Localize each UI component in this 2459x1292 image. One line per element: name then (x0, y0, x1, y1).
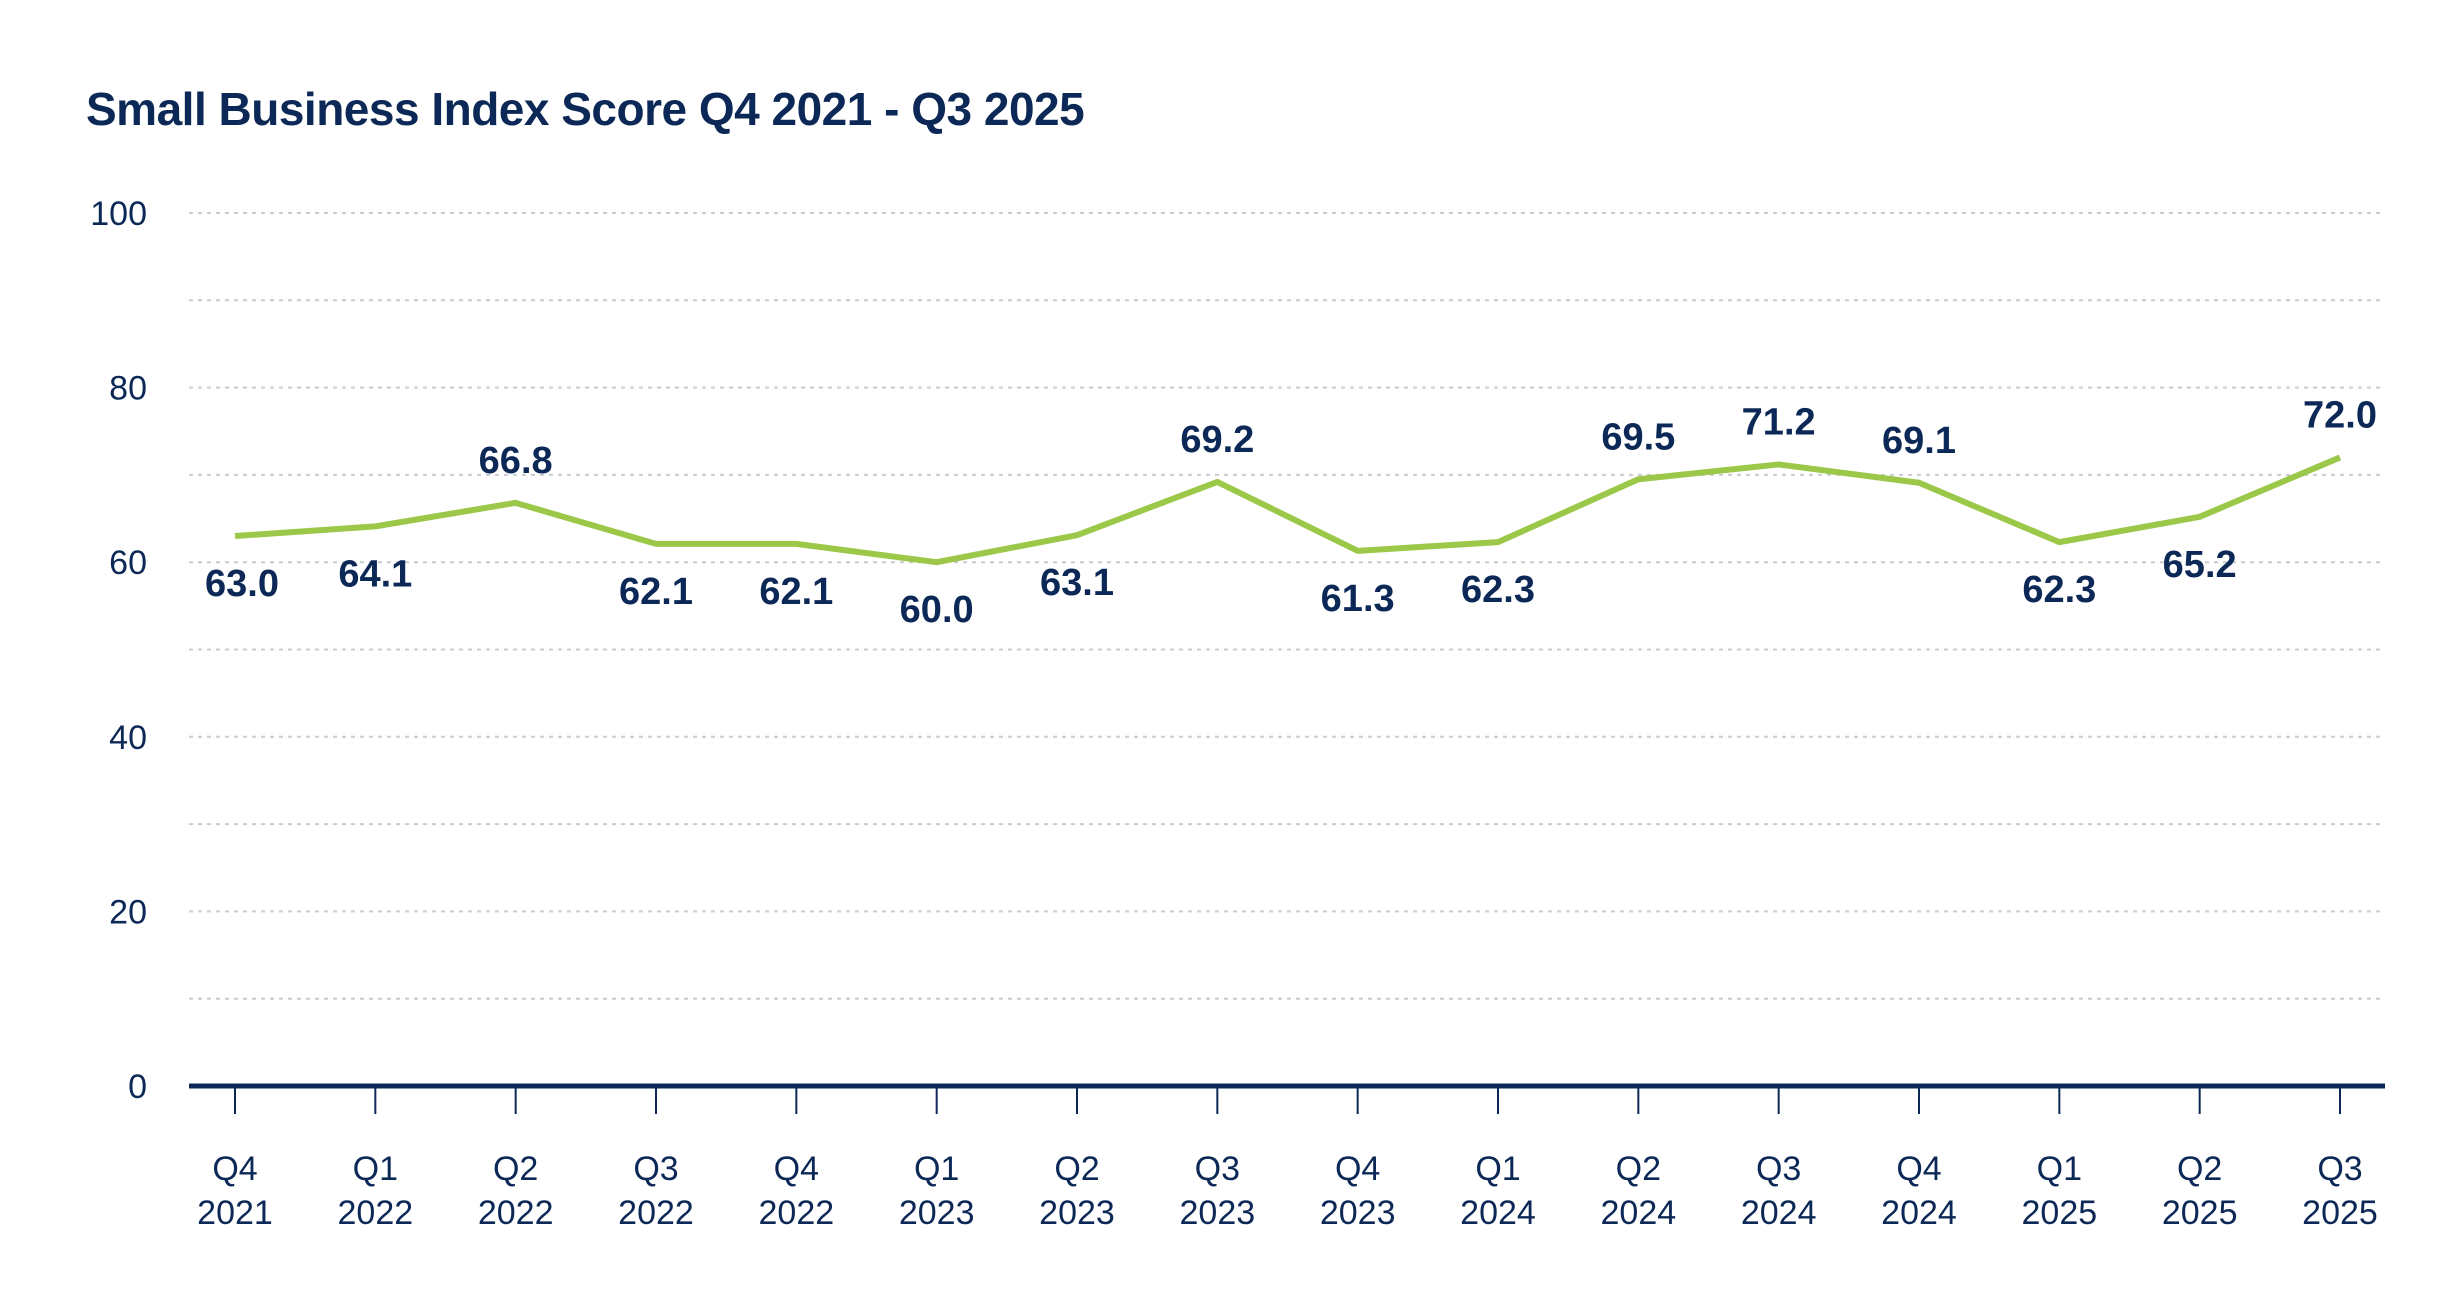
data-label: 63.0 (205, 563, 279, 605)
y-tick-label: 100 (90, 195, 147, 233)
x-tick-year: 2025 (2022, 1194, 2098, 1232)
x-tick-quarter: Q4 (212, 1150, 257, 1188)
x-tick-quarter: Q2 (1054, 1150, 1099, 1188)
data-label: 60.0 (900, 589, 974, 631)
data-label: 72.0 (2303, 394, 2377, 436)
series-line (234, 454, 2342, 566)
data-label: 63.1 (1040, 562, 1114, 604)
y-tick-label: 60 (109, 544, 147, 582)
data-label: 61.3 (1321, 578, 1395, 620)
x-tick-year: 2023 (1039, 1194, 1115, 1232)
x-tick-year: 2021 (197, 1194, 273, 1232)
x-tick-year: 2023 (1320, 1194, 1396, 1232)
data-label: 65.2 (2163, 544, 2237, 586)
y-tick-label: 0 (128, 1068, 147, 1106)
data-label: 62.1 (619, 571, 693, 613)
y-tick-label: 20 (109, 893, 147, 931)
x-tick-year: 2024 (1741, 1194, 1817, 1232)
x-tick-year: 2024 (1601, 1194, 1677, 1232)
x-tick-quarter: Q3 (1195, 1150, 1240, 1188)
x-tick-year: 2023 (899, 1194, 975, 1232)
x-tick-quarter: Q3 (633, 1150, 678, 1188)
x-tick-year: 2022 (759, 1194, 835, 1232)
x-tick-quarter: Q1 (914, 1150, 959, 1188)
x-tick-year: 2024 (1460, 1194, 1536, 1232)
x-tick-quarter: Q4 (1335, 1150, 1380, 1188)
data-label: 62.3 (2022, 569, 2096, 611)
x-tick-quarter: Q2 (493, 1150, 538, 1188)
data-label: 69.2 (1180, 419, 1254, 461)
x-tick-quarter: Q4 (1896, 1150, 1941, 1188)
x-tick-quarter: Q1 (1475, 1150, 1520, 1188)
x-tick-quarter: Q4 (774, 1150, 819, 1188)
data-label: 66.8 (479, 440, 553, 482)
x-tick-year: 2025 (2302, 1194, 2378, 1232)
x-tick-quarter: Q1 (2037, 1150, 2082, 1188)
data-label: 69.1 (1882, 420, 1956, 462)
y-tick-label: 40 (109, 719, 147, 757)
data-label: 62.1 (759, 571, 833, 613)
data-label: 64.1 (338, 553, 412, 595)
x-tick-year: 2023 (1180, 1194, 1256, 1232)
x-tick-year: 2022 (618, 1194, 694, 1232)
x-tick-year: 2025 (2162, 1194, 2238, 1232)
x-tick-year: 2024 (1881, 1194, 1957, 1232)
data-label: 69.5 (1601, 416, 1675, 458)
x-tick-quarter: Q1 (353, 1150, 398, 1188)
chart-title: Small Business Index Score Q4 2021 - Q3 … (86, 83, 1085, 135)
x-tick-quarter: Q3 (2317, 1150, 2362, 1188)
data-label: 71.2 (1742, 401, 1816, 443)
x-tick-quarter: Q2 (2177, 1150, 2222, 1188)
x-tick-year: 2022 (478, 1194, 554, 1232)
x-tick-quarter: Q3 (1756, 1150, 1801, 1188)
x-tick-year: 2022 (338, 1194, 414, 1232)
y-tick-label: 80 (109, 370, 147, 408)
data-label: 62.3 (1461, 569, 1535, 611)
x-tick-quarter: Q2 (1616, 1150, 1661, 1188)
